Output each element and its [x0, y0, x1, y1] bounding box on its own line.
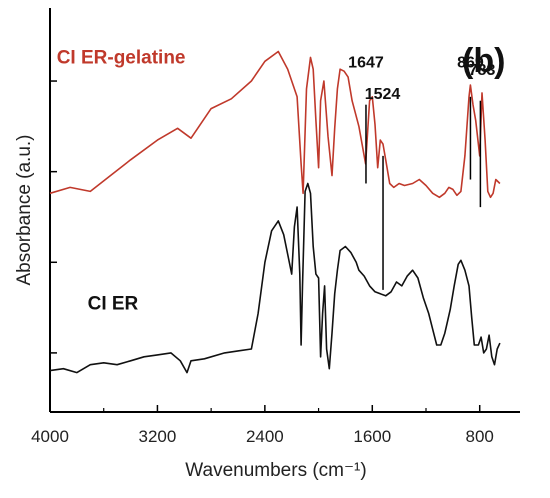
peak-label-1524: 1524 — [365, 86, 401, 103]
peak-marker-lines — [365, 96, 482, 290]
x-ticks: 4000 3200 2400 1600 800 — [31, 405, 494, 446]
series-line-ci-er — [49, 182, 501, 374]
x-axis-title: Wavenumbers (cm⁻¹) — [185, 460, 366, 481]
y-ticks — [50, 80, 57, 354]
series-labels: CI ER-gelatine CI ER — [57, 47, 186, 314]
x-tick-label-1600: 1600 — [353, 427, 391, 446]
panel-label: (b) — [462, 42, 505, 80]
x-tick-label-2400: 2400 — [246, 427, 284, 446]
peak-label-1647: 1647 — [348, 54, 384, 71]
x-tick-label-800: 800 — [466, 427, 494, 446]
peak-label-869: 869 — [457, 54, 484, 71]
series-line-ci-er-gelatine — [49, 50, 501, 199]
x-tick-label-3200: 3200 — [139, 427, 177, 446]
series-lines — [49, 50, 501, 374]
x-tick-label-4000: 4000 — [31, 427, 69, 446]
axes — [49, 8, 520, 413]
peak-label-783: 783 — [469, 62, 496, 79]
series-label-ci-er-gelatine: CI ER-gelatine — [57, 47, 186, 68]
y-axis-title: Absorbance (a.u.) — [14, 134, 35, 285]
series-label-ci-er: CI ER — [88, 294, 139, 315]
